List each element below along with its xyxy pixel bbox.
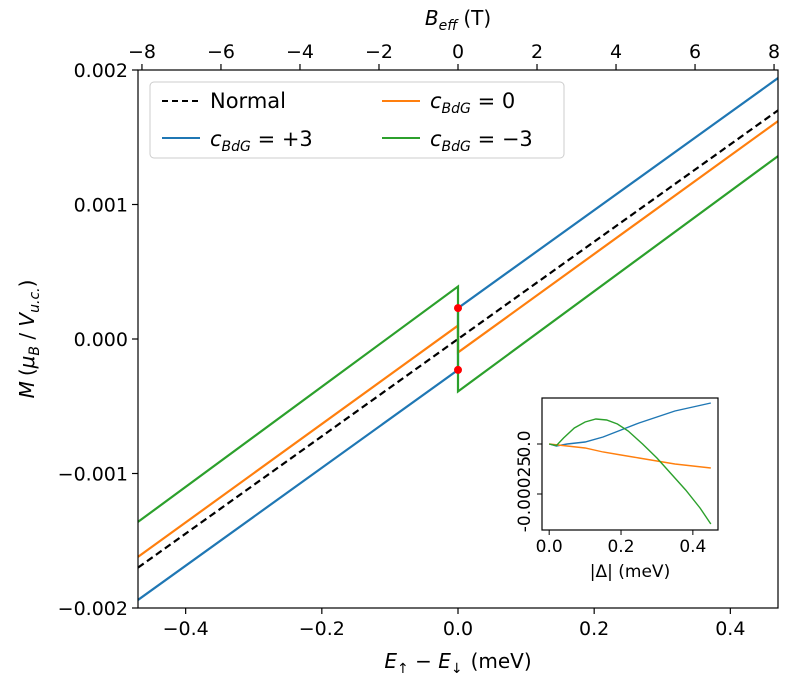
inset-plot-area: [542, 398, 718, 530]
inset-x-tick-label-1: 0.2: [607, 537, 634, 557]
x-tick-label-2: 0.0: [443, 618, 473, 640]
legend-box: [149, 81, 565, 159]
top-x-tick-label-3: −2: [365, 41, 393, 63]
top-x-tick-label-1: −6: [207, 41, 235, 63]
series-line-3: [137, 155, 779, 523]
legend-label-normal: Normal: [210, 89, 286, 113]
inset-x-axis-label: |Δ| (meV): [590, 562, 670, 582]
inset-y-ticks: 0.0-0.00025: [515, 430, 542, 532]
legend-label-cbdg-0: cBdG = 0: [430, 89, 515, 117]
main-series-group: [137, 77, 779, 601]
main-markers-group: [454, 304, 462, 374]
main-y-axis-label: M(μB / Vu.c.): [15, 280, 43, 399]
y-tick-label-2: 0.000: [74, 329, 128, 351]
main-y-ticks: −0.002 −0.001 0.000 0.001 0.002: [58, 60, 138, 620]
x-tick-label-1: −0.2: [299, 618, 345, 640]
main-top-x-ticks: −8 −6 −4 −2 0 2 4 6 8: [128, 41, 780, 70]
inset-x-ticks: 0.0 0.2 0.4: [536, 530, 706, 557]
inset-series-line-0: [548, 402, 711, 447]
series-line-0: [137, 109, 779, 569]
legend-label-cbdg-minus3: cBdG = −3: [430, 127, 533, 155]
top-x-tick-label-0: −8: [128, 41, 156, 63]
x-tick-label-0: −0.4: [163, 618, 209, 640]
legend: Normal cBdG = +3 cBdG = 0 cBdG = −3: [149, 81, 565, 159]
main-x-ticks: −0.4 −0.2 0.0 0.2 0.4: [163, 608, 745, 640]
inset-chart: 0.0 0.2 0.4 0.0-0.00025 |Δ| (meV): [515, 397, 719, 582]
inset-y-tick-label-1: -0.00025: [515, 456, 535, 532]
x-tick-label-4: 0.4: [715, 618, 745, 640]
inset-series-group: [548, 402, 712, 525]
top-x-tick-label-7: 6: [689, 41, 701, 63]
inset-x-tick-label-2: 0.4: [679, 537, 706, 557]
inset-series-line-2: [549, 418, 712, 525]
inset-x-tick-label-0: 0.0: [536, 537, 563, 557]
y-tick-label-0: −0.002: [58, 598, 128, 620]
y-tick-label-1: −0.001: [58, 464, 128, 486]
x-tick-label-3: 0.2: [579, 618, 609, 640]
top-x-tick-label-4: 0: [452, 41, 464, 63]
inset-series-line-1: [549, 443, 711, 469]
inset-axes-frame: [541, 397, 719, 531]
top-x-tick-label-8: 8: [768, 41, 780, 63]
marker-point-1: [454, 365, 462, 374]
legend-label-cbdg-plus3: cBdG = +3: [210, 127, 313, 155]
top-x-tick-label-2: −4: [286, 41, 314, 63]
y-tick-label-3: 0.001: [74, 195, 128, 217]
top-x-tick-label-5: 2: [531, 41, 543, 63]
marker-point-0: [454, 304, 462, 313]
top-x-tick-label-6: 4: [610, 41, 622, 63]
main-top-x-axis-label: Beff (T): [425, 6, 491, 34]
main-x-axis-label: E↑ − E↓ (meV): [384, 649, 531, 677]
y-tick-label-4: 0.002: [74, 60, 128, 82]
inset-y-tick-label-0: 0.0: [515, 430, 535, 457]
